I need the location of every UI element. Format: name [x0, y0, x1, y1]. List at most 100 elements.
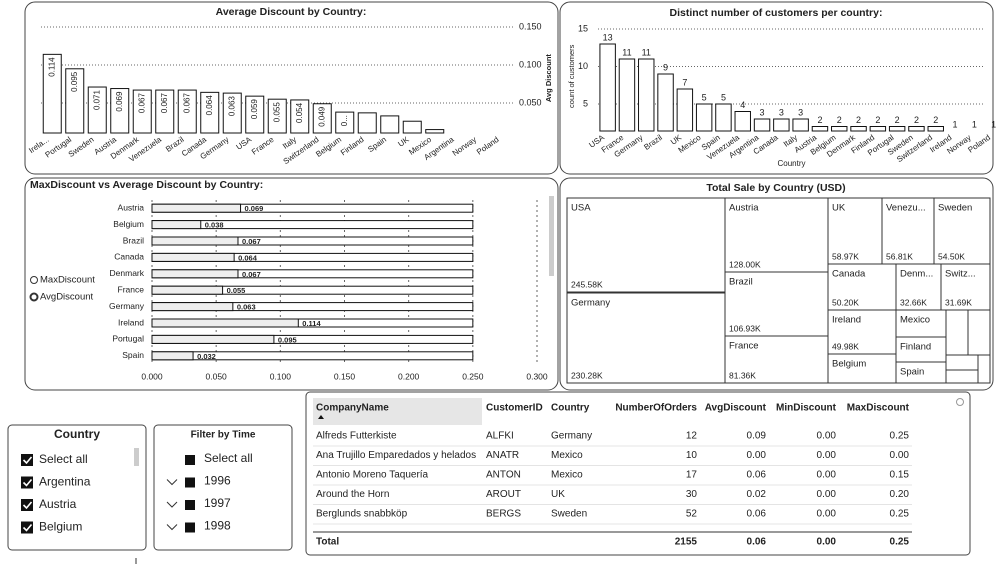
expand-chevron[interactable]	[166, 524, 178, 531]
bar	[151, 236, 239, 246]
slicer-item[interactable]: Select all	[204, 451, 253, 465]
checkbox[interactable]	[185, 477, 195, 488]
table-cell: Antonio Moreno Taquería	[316, 470, 429, 481]
checkmark	[22, 523, 33, 532]
bar	[357, 112, 377, 134]
bar	[831, 126, 848, 132]
data-label: 0.071	[92, 89, 101, 110]
checkbox[interactable]	[21, 476, 33, 489]
bar	[850, 126, 867, 132]
table-cell: 0.02	[747, 489, 767, 500]
column-header[interactable]: CustomerID	[486, 403, 543, 414]
table-cell: Alfreds Futterkiste	[316, 431, 397, 442]
tile-value: 49.98K	[832, 341, 859, 351]
bar	[132, 89, 152, 134]
y-tick-label: Portugal	[112, 334, 144, 344]
scrollbar[interactable]	[134, 448, 139, 466]
checkbox[interactable]	[185, 522, 195, 533]
data-label: 0.095	[278, 335, 297, 344]
tile-label: Venezu...	[886, 203, 926, 214]
slicer-item[interactable]: Select all	[39, 452, 88, 466]
y-tick-label: Austria	[118, 202, 145, 212]
checkbox[interactable]	[21, 499, 33, 511]
data-label: 0.049	[317, 106, 326, 127]
table-cell: 10	[686, 450, 698, 461]
slicer-item[interactable]: 1996	[204, 474, 231, 488]
bar	[657, 73, 674, 132]
y-axis-title: Avg Discount	[544, 54, 553, 103]
data-label: 0.069	[115, 91, 124, 112]
column-header[interactable]: CompanyName	[316, 403, 389, 414]
data-label: 3	[779, 107, 784, 117]
legend-marker[interactable]	[29, 292, 39, 302]
table-cell: 52	[686, 509, 698, 520]
data-label: 0.032	[197, 352, 216, 361]
data-label: 0.067	[242, 237, 261, 246]
legend-marker[interactable]	[30, 276, 38, 284]
y-axis-title: count of customers	[567, 44, 576, 108]
checkbox[interactable]	[185, 500, 195, 510]
data-label: 2	[914, 115, 919, 125]
treemap-tile	[827, 353, 897, 384]
checkbox[interactable]	[21, 454, 33, 466]
data-label: 2	[895, 115, 900, 125]
data-label: 0.059	[250, 99, 259, 120]
legend-label[interactable]: MaxDiscount	[40, 275, 95, 286]
chart-title: MaxDiscount vs Average Discount by Count…	[30, 179, 263, 191]
slicer-item[interactable]: Austria	[39, 497, 77, 511]
treemap-tile	[895, 263, 942, 311]
data-label: 0.063	[237, 303, 256, 312]
table-cell: Mexico	[551, 450, 583, 461]
data-label: 0.067	[182, 93, 191, 114]
tile-label: Sweden	[938, 203, 972, 214]
scrollbar[interactable]	[549, 196, 554, 276]
x-tick-label: 0.200	[398, 371, 420, 381]
data-label: 0.054	[295, 102, 304, 123]
column-header[interactable]: NumberOfOrders	[615, 403, 697, 414]
bar	[402, 120, 422, 134]
tile-value: 106.93K	[729, 323, 761, 333]
tile-label: France	[729, 341, 759, 352]
sort-arrow	[318, 415, 324, 419]
treemap-tile	[566, 292, 726, 384]
column-header[interactable]: MaxDiscount	[847, 403, 910, 414]
total-cell: 0.06	[747, 537, 767, 548]
data-label: 4	[740, 100, 745, 110]
column-header[interactable]: MinDiscount	[776, 403, 837, 414]
slicer-item[interactable]: 1997	[204, 496, 231, 510]
y-tick-label: Spain	[122, 350, 144, 360]
table-cell: 0.25	[890, 509, 910, 520]
data-label: 0.067	[137, 93, 146, 114]
expand-chevron[interactable]	[166, 501, 178, 508]
checkbox[interactable]	[21, 521, 33, 534]
tile-label: Brazil	[729, 277, 753, 288]
bar	[811, 126, 829, 132]
tile-value: 32.66K	[900, 297, 927, 307]
slicer-item[interactable]: Belgium	[39, 520, 82, 534]
legend-label[interactable]: AvgDiscount	[40, 292, 94, 303]
tile-value: 230.28K	[571, 370, 603, 380]
column-header[interactable]: Country	[551, 403, 590, 414]
expand-chevron[interactable]	[166, 479, 178, 486]
table-cell: Germany	[551, 431, 592, 442]
table-cell: Ana Trujillo Emparedados y helados	[316, 450, 476, 461]
y-tick-label: 0.100	[519, 59, 542, 69]
bar	[676, 88, 694, 132]
tile-label: Finland	[900, 342, 931, 353]
tile-value: 58.97K	[832, 251, 859, 261]
data-label: 11	[642, 47, 651, 57]
data-label: 0.063	[227, 96, 236, 117]
tile-label: USA	[571, 203, 591, 214]
slicer-item[interactable]: Argentina	[39, 475, 91, 489]
table-cell: 0.25	[890, 431, 910, 442]
bar	[695, 103, 713, 132]
treemap-tile	[933, 197, 991, 265]
column-header[interactable]: AvgDiscount	[705, 403, 767, 414]
checkbox[interactable]	[185, 455, 195, 465]
tile-label: Belgium	[832, 359, 866, 370]
tile-label: Switz...	[945, 269, 976, 280]
slicer-item[interactable]: 1998	[204, 519, 231, 533]
x-tick-label: 0.300	[526, 371, 548, 381]
tile-value: 245.58K	[571, 279, 603, 289]
table-cell: 0.06	[747, 470, 767, 481]
